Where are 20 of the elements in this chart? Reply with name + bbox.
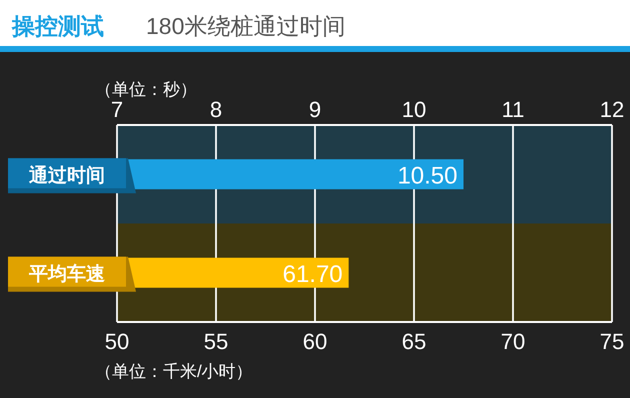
x2-tick-label: 11 bbox=[502, 97, 524, 122]
text: 61.70 bbox=[282, 260, 343, 288]
x2-tick-label: 8 bbox=[210, 97, 222, 122]
x-tick-label: 50 bbox=[104, 329, 130, 354]
x2-axis-title: （单位：秒） bbox=[95, 80, 197, 99]
x-tick-label: 55 bbox=[204, 329, 228, 354]
x-tick-label: 65 bbox=[402, 329, 426, 354]
x2-tick-label: 7 bbox=[110, 97, 124, 122]
text: 10.50 bbox=[397, 162, 458, 190]
y-tick-label: 通过时间 bbox=[28, 164, 105, 186]
x-tick-label: 75 bbox=[600, 329, 624, 354]
x2-tick-label: 9 bbox=[308, 97, 322, 122]
chart-title: 操控测试 bbox=[11, 13, 104, 39]
chart-subtitle: 180米绕桩通过时间 bbox=[146, 13, 346, 39]
y-tick-label: 平均车速 bbox=[28, 262, 105, 285]
x-tick-label: 60 bbox=[302, 329, 328, 354]
x2-tick-label: 12 bbox=[600, 97, 624, 122]
x-tick-label: 70 bbox=[500, 329, 526, 354]
x-axis-title: （单位：千米/小时） bbox=[95, 362, 253, 381]
x2-tick-label: 10 bbox=[402, 97, 426, 122]
